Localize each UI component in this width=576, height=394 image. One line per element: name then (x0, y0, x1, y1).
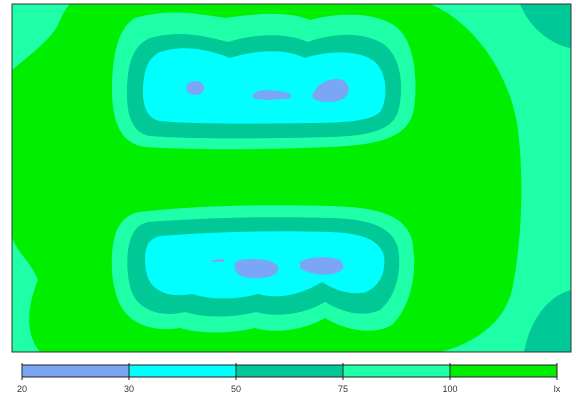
contour-band-20-30 (186, 81, 204, 95)
legend-tick-label: 50 (231, 384, 241, 394)
contour-band-20-30 (300, 257, 344, 275)
contour-band-20-30 (234, 259, 279, 279)
legend-swatch (235, 364, 344, 378)
contour-band-100-plus (217, 341, 235, 351)
contour-band-100-plus (286, 4, 306, 15)
legend-tick-label: 20 (17, 384, 27, 394)
legend-tick-label: 30 (124, 384, 134, 394)
contour-band-100-plus (210, 4, 238, 15)
contour-band-20-30 (312, 78, 349, 102)
legend-tick-label: 75 (338, 384, 348, 394)
contour-band-20-30 (212, 259, 224, 262)
contour-band-50-75 (524, 290, 571, 352)
legend-swatch (342, 364, 451, 378)
plot-border (11, 3, 572, 353)
legend-tick-label: lx (554, 384, 561, 394)
legend-swatch (449, 364, 558, 378)
contour-band-20-30 (252, 90, 292, 100)
legend-swatch (128, 364, 237, 378)
legend-swatch (21, 364, 130, 378)
contour-map (12, 4, 571, 352)
color-legend: 20 30 50 75 100 lx (17, 363, 561, 394)
contour-band-30-50 (142, 48, 386, 124)
legend-tick-label: 100 (442, 384, 457, 394)
contour-band-100-plus (280, 338, 310, 352)
contour-band-50-75 (520, 4, 571, 48)
